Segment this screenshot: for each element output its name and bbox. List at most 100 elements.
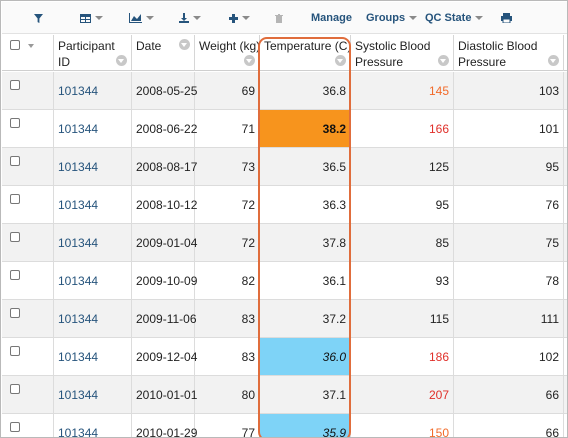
row-select-cell xyxy=(2,300,54,337)
weight-value: 80 xyxy=(241,387,255,402)
row-checkbox[interactable] xyxy=(10,345,20,356)
row-checkbox[interactable] xyxy=(10,79,20,90)
header-participant-id[interactable]: Participant ID xyxy=(54,35,132,71)
table-row[interactable]: 101344 2009-12-04 83 36.0 186 102 xyxy=(2,338,567,376)
date-value: 2009-12-04 xyxy=(136,349,198,364)
chevron-down-icon[interactable] xyxy=(28,44,34,48)
systolic-value: 186 xyxy=(428,349,449,364)
row-checkbox[interactable] xyxy=(10,193,20,204)
table-row[interactable]: 101344 2008-06-22 71 38.2 166 101 xyxy=(2,110,567,148)
manage-label: Manage xyxy=(311,12,352,24)
grid-views-button[interactable] xyxy=(80,2,103,34)
insert-button[interactable] xyxy=(229,2,250,34)
cell-weight: 77 xyxy=(195,414,260,437)
date-value: 2009-01-04 xyxy=(136,235,198,250)
column-menu-icon[interactable] xyxy=(335,55,346,66)
cell-temperature: 36.1 xyxy=(260,262,351,299)
participant-link[interactable]: 101344 xyxy=(58,159,99,174)
cell-participant-id: 101344 xyxy=(54,338,132,375)
systolic-value: 150 xyxy=(428,425,449,438)
manage-button[interactable]: Manage xyxy=(311,2,352,34)
select-all-checkbox[interactable] xyxy=(10,40,20,50)
diastolic-value: 111 xyxy=(540,311,559,326)
participant-link[interactable]: 101344 xyxy=(58,273,99,288)
table-row[interactable]: 101344 2009-10-09 82 36.1 93 78 xyxy=(2,262,567,300)
participant-link[interactable]: 101344 xyxy=(58,311,99,326)
cell-participant-id: 101344 xyxy=(54,186,132,223)
date-value: 2010-01-29 xyxy=(136,425,198,438)
table-row[interactable]: 101344 2009-01-04 72 37.8 85 75 xyxy=(2,224,567,262)
row-checkbox[interactable] xyxy=(10,307,20,318)
cell-diastolic: 76 xyxy=(454,186,564,223)
header-overflow xyxy=(564,35,567,71)
chevron-down-icon xyxy=(146,16,154,20)
temperature-value: 36.1 xyxy=(322,273,346,288)
participant-link[interactable]: 101344 xyxy=(58,235,99,250)
print-button[interactable] xyxy=(501,2,512,34)
overflow-cell xyxy=(564,376,567,413)
participant-link[interactable]: 101344 xyxy=(58,425,99,438)
row-checkbox[interactable] xyxy=(10,421,20,432)
column-menu-icon[interactable] xyxy=(179,39,190,50)
filter-button[interactable] xyxy=(34,2,43,34)
header-date[interactable]: Date xyxy=(132,35,195,71)
grid-view-icon xyxy=(80,13,91,23)
diastolic-value: 102 xyxy=(538,349,559,364)
table-row[interactable]: 101344 2010-01-29 77 35.9 150 66 xyxy=(2,414,567,438)
row-checkbox[interactable] xyxy=(10,383,20,394)
participant-link[interactable]: 101344 xyxy=(58,349,99,364)
cell-date: 2010-01-01 xyxy=(132,376,197,413)
row-checkbox[interactable] xyxy=(10,231,20,242)
column-menu-icon[interactable] xyxy=(548,55,559,66)
export-button[interactable] xyxy=(179,2,201,34)
date-value: 2009-11-06 xyxy=(136,311,197,326)
participant-link[interactable]: 101344 xyxy=(58,197,99,212)
qc-state-label: QC State xyxy=(425,12,472,24)
weight-value: 83 xyxy=(241,349,255,364)
cell-participant-id: 101344 xyxy=(54,110,132,147)
cell-diastolic: 111 xyxy=(454,300,564,337)
column-menu-icon[interactable] xyxy=(116,55,127,66)
row-select-cell xyxy=(2,414,54,437)
groups-label: Groups xyxy=(366,12,406,24)
header-weight[interactable]: Weight (kg) xyxy=(195,35,260,71)
systolic-value: 85 xyxy=(435,235,449,250)
groups-button[interactable]: Groups xyxy=(366,2,418,34)
cell-weight: 73 xyxy=(195,148,260,185)
cell-date: 2010-01-29 xyxy=(132,414,198,438)
qc-state-button[interactable]: QC State xyxy=(425,2,484,34)
participant-link[interactable]: 101344 xyxy=(58,121,99,136)
cell-date: 2008-05-25 xyxy=(132,72,197,109)
cell-systolic: 93 xyxy=(351,262,454,299)
cell-date: 2009-01-04 xyxy=(132,224,198,261)
charts-button[interactable] xyxy=(129,2,154,34)
download-icon xyxy=(179,13,189,23)
cell-temperature: 35.9 xyxy=(260,414,351,437)
table-row[interactable]: 101344 2008-05-25 69 36.8 145 103 xyxy=(2,72,567,110)
row-checkbox[interactable] xyxy=(10,269,20,280)
temperature-value: 36.3 xyxy=(322,197,346,212)
participant-link[interactable]: 101344 xyxy=(58,83,99,98)
table-row[interactable]: 101344 2008-10-12 72 36.3 95 76 xyxy=(2,186,567,224)
cell-date: 2008-06-22 xyxy=(132,110,197,147)
row-checkbox[interactable] xyxy=(10,155,20,166)
systolic-value: 166 xyxy=(428,121,449,136)
header-label: Date xyxy=(136,39,162,53)
row-checkbox[interactable] xyxy=(10,117,20,128)
table-row[interactable]: 101344 2010-01-01 80 37.1 207 66 xyxy=(2,376,567,414)
column-menu-icon[interactable] xyxy=(244,55,255,66)
table-row[interactable]: 101344 2009-11-06 83 37.2 115 111 xyxy=(2,300,567,338)
column-menu-icon[interactable] xyxy=(438,55,449,66)
participant-link[interactable]: 101344 xyxy=(58,387,99,402)
diastolic-value: 66 xyxy=(545,425,559,438)
overflow-cell xyxy=(564,72,567,109)
header-diastolic[interactable]: Diastolic Blood Pressure xyxy=(454,35,564,71)
table-row[interactable]: 101344 2008-08-17 73 36.5 125 95 xyxy=(2,148,567,186)
overflow-cell xyxy=(564,338,567,375)
cell-weight: 83 xyxy=(195,300,260,337)
plus-icon xyxy=(229,13,238,23)
header-temperature[interactable]: Temperature (C) xyxy=(260,35,351,71)
delete-button[interactable] xyxy=(275,2,283,34)
header-systolic[interactable]: Systolic Blood Pressure xyxy=(351,35,454,71)
date-value: 2008-10-12 xyxy=(136,197,198,212)
